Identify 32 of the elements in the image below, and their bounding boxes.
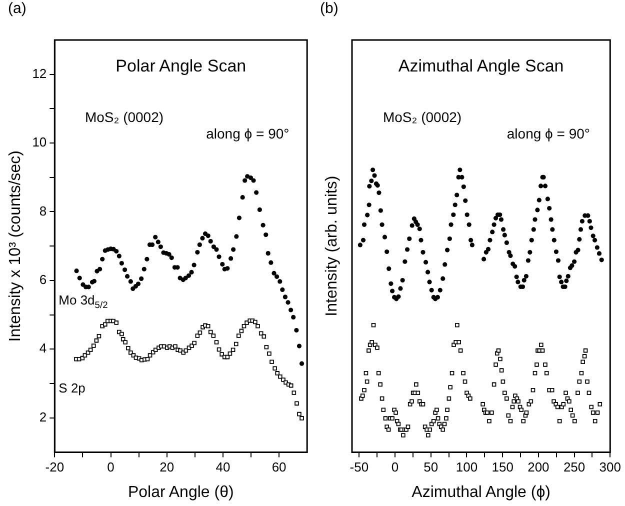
series-label: S 2p (58, 380, 86, 396)
x-tick-label: 40 (216, 460, 230, 475)
x-tick-label: 300 (599, 460, 622, 475)
x-tick-label: 50 (424, 460, 438, 475)
chart-title: Azimuthal Angle Scan (398, 56, 564, 76)
x-tick-label: 0 (391, 460, 399, 475)
x-tick-label: 0 (107, 460, 114, 475)
x-tick-label: -50 (350, 460, 369, 475)
text: (b) (320, 0, 338, 18)
text: (a) (8, 0, 26, 18)
y-tick-label: 12 (32, 66, 47, 81)
x-tick-label: 150 (492, 460, 514, 475)
y-axis-title: Intensity (arb. units) (323, 176, 340, 316)
x-tick-label: 200 (528, 460, 550, 475)
annotation: along ϕ = 90° (206, 126, 290, 142)
x-tick-label: 20 (160, 460, 174, 475)
text: MoS₂ (0002) (382, 109, 462, 126)
text: along ϕ = 90° (506, 126, 590, 142)
x-tick-label: 100 (456, 460, 478, 475)
annotation: MoS₂ (0002) (84, 109, 164, 126)
x-tick-label: 60 (272, 460, 286, 475)
y-tick-label: 4 (39, 340, 47, 356)
y-tick-label: 8 (39, 203, 47, 218)
x-axis-title: Azimuthal Angle (ϕ) (412, 484, 550, 501)
x-tick-label: 250 (563, 460, 586, 475)
y-tick-label: 10 (32, 134, 47, 150)
y-tick-label: 2 (39, 409, 47, 424)
x-tick-label: -20 (45, 460, 64, 475)
text: Polar Angle Scan (116, 56, 246, 76)
y-tick-label: 6 (39, 272, 47, 288)
x-axis-title: Polar Angle (θ) (128, 484, 234, 501)
y-axis-title: Intensity x 10³ (counts/sec) (7, 150, 24, 342)
